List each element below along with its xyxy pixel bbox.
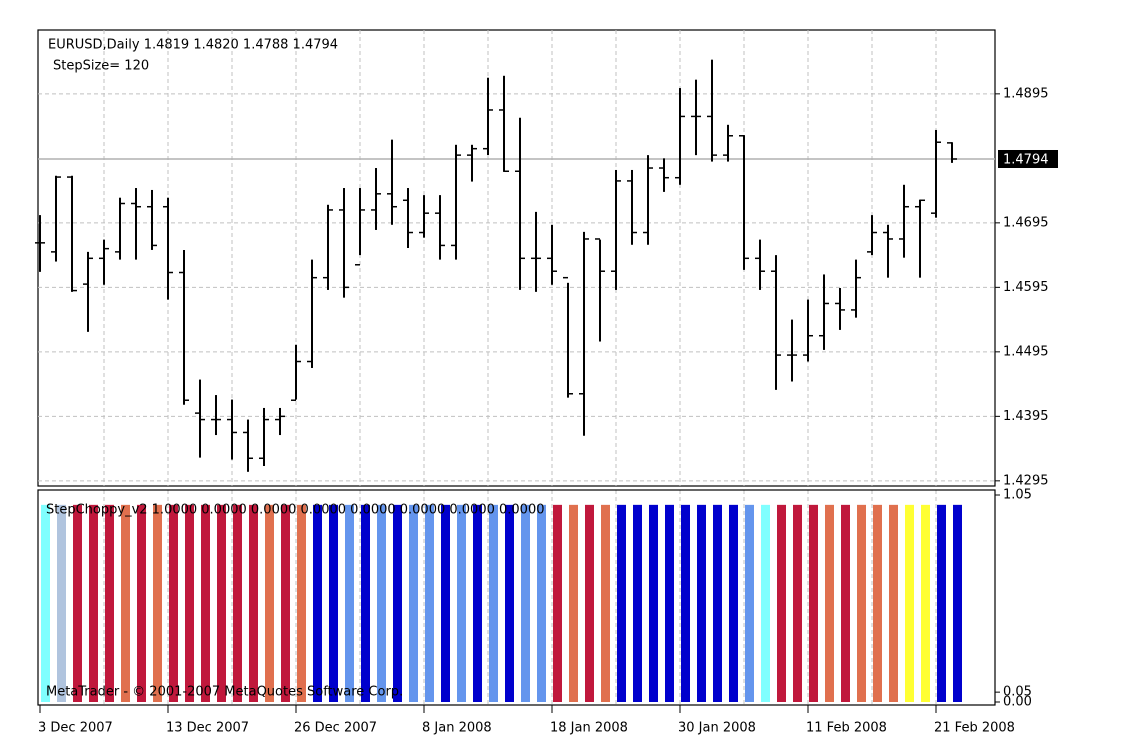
bar xyxy=(617,504,626,702)
bar xyxy=(873,504,882,702)
bar xyxy=(377,504,386,702)
bar xyxy=(713,504,722,702)
bar xyxy=(601,504,610,702)
price-label-box xyxy=(998,149,1058,168)
y-tick-label: 1.4395 xyxy=(1003,409,1049,424)
bar xyxy=(761,504,770,702)
panel-frame xyxy=(37,489,996,706)
bar xyxy=(137,504,146,702)
bar xyxy=(249,504,258,702)
bar xyxy=(953,504,962,702)
y-tick-label: 0.00 xyxy=(1003,695,1032,710)
bar xyxy=(553,504,562,702)
bar xyxy=(201,504,210,702)
bar xyxy=(361,504,370,702)
bar xyxy=(185,504,194,702)
bar xyxy=(441,504,450,702)
bar xyxy=(489,504,498,702)
x-tick-label: 8 Jan 2008 xyxy=(422,721,492,736)
y-tick-label: 1.4295 xyxy=(1003,473,1049,488)
bar xyxy=(569,504,578,702)
bar xyxy=(681,504,690,702)
bar xyxy=(505,504,514,702)
price-label: 1.4794 xyxy=(1003,152,1049,167)
bar xyxy=(57,504,66,702)
x-tick-label: 11 Feb 2008 xyxy=(806,721,887,736)
bar xyxy=(425,504,434,702)
bar xyxy=(665,504,674,702)
bar xyxy=(585,504,594,702)
bar xyxy=(777,504,786,702)
y-tick-label: 1.4695 xyxy=(1003,215,1049,230)
bar xyxy=(73,504,82,702)
bar xyxy=(905,504,914,702)
bar xyxy=(393,504,402,702)
bar xyxy=(937,504,946,702)
bar xyxy=(793,504,802,702)
bar xyxy=(233,504,242,702)
bar xyxy=(281,504,290,702)
bar xyxy=(345,504,354,702)
bar xyxy=(729,504,738,702)
bar xyxy=(537,504,546,702)
bar xyxy=(313,504,322,702)
bar xyxy=(265,504,274,702)
bar xyxy=(857,504,866,702)
bar xyxy=(809,504,818,702)
x-tick-label: 26 Dec 2007 xyxy=(294,721,377,736)
bar xyxy=(889,504,898,702)
bar xyxy=(89,504,98,702)
bar xyxy=(921,504,930,702)
chart-subtitle: StepSize= 120 xyxy=(53,59,149,74)
bar xyxy=(697,504,706,702)
x-tick-label: 21 Feb 2008 xyxy=(934,721,1015,736)
bar xyxy=(169,504,178,702)
x-tick-label: 13 Dec 2007 xyxy=(166,721,249,736)
bar xyxy=(649,504,658,702)
x-tick-label: 3 Dec 2007 xyxy=(38,721,113,736)
bar xyxy=(41,504,50,702)
bar xyxy=(473,504,482,702)
y-tick-label: 1.4895 xyxy=(1003,86,1049,101)
bar xyxy=(745,504,754,702)
y-tick-label: 1.05 xyxy=(1003,488,1032,503)
y-tick-label: 1.4495 xyxy=(1003,344,1049,359)
x-tick-label: 30 Jan 2008 xyxy=(678,721,756,736)
bar xyxy=(217,504,226,702)
bar xyxy=(633,504,642,702)
chart-title: EURUSD,Daily 1.4819 1.4820 1.4788 1.4794 xyxy=(48,38,338,53)
bar xyxy=(457,504,466,702)
panel-frame xyxy=(37,29,996,487)
bar xyxy=(329,504,338,702)
x-tick-label: 18 Jan 2008 xyxy=(550,721,628,736)
indicator-label: StepChoppy_v2 1.0000 0.0000 0.0000 0.000… xyxy=(46,503,545,518)
y-tick-label: 1.4595 xyxy=(1003,280,1049,295)
bar xyxy=(105,504,114,702)
bar xyxy=(825,504,834,702)
bar xyxy=(841,504,850,702)
bar xyxy=(153,504,162,702)
bar xyxy=(121,504,130,702)
bar xyxy=(521,504,530,702)
watermark: MetaTrader - © 2001-2007 MetaQuotes Soft… xyxy=(46,685,403,700)
bar xyxy=(409,504,418,702)
y-tick-label: 0.05 xyxy=(1003,685,1032,700)
bar xyxy=(297,504,306,702)
